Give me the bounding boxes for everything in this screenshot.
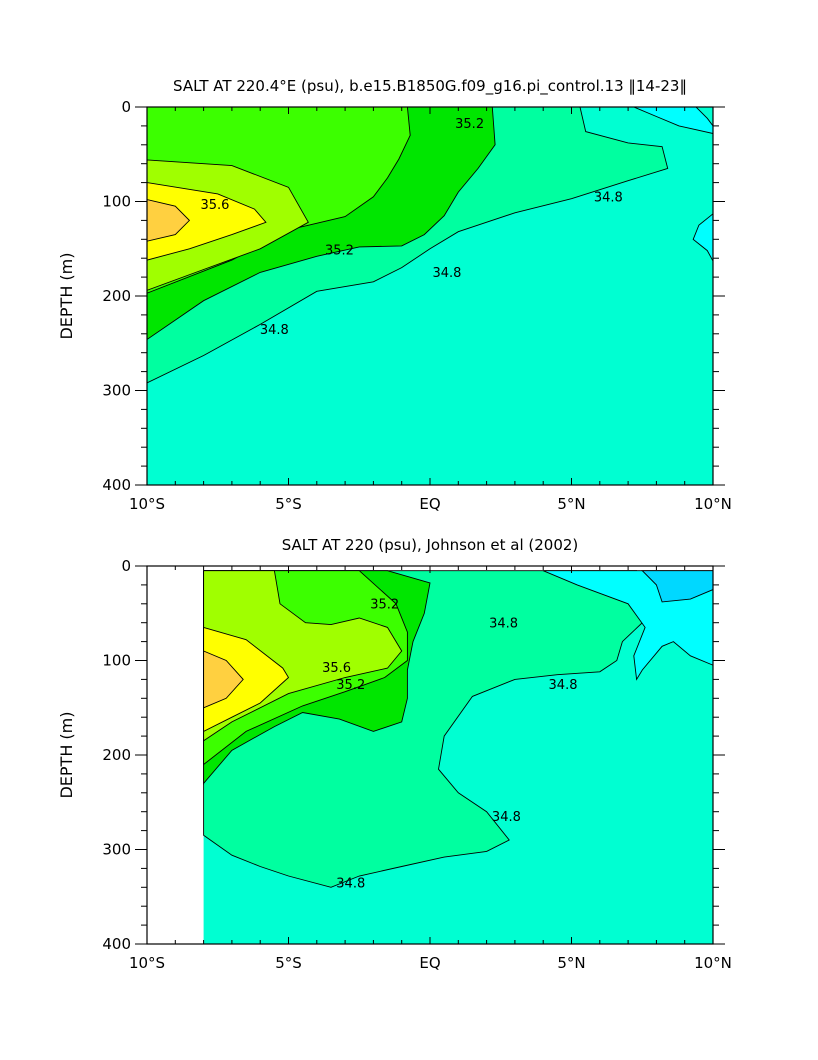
x-tick-label: 5°S bbox=[275, 495, 302, 513]
chart-title: SALT AT 220.4°E (psu), b.e15.B1850G.f09_… bbox=[173, 77, 687, 96]
y-tick-label: 200 bbox=[102, 746, 131, 764]
contour-label: 34.8 bbox=[433, 266, 462, 281]
contour-fills bbox=[203, 570, 713, 944]
y-tick-label: 400 bbox=[102, 935, 131, 953]
contour-label: 35.2 bbox=[336, 678, 365, 693]
x-axis: 10°S 5°S EQ 5°N 10°N bbox=[129, 107, 732, 513]
y-tick-label: 100 bbox=[102, 193, 131, 211]
contour-label: 35.2 bbox=[325, 243, 354, 258]
contour-label: 34.8 bbox=[594, 191, 623, 206]
chart-title: SALT AT 220 (psu), Johnson et al (2002) bbox=[282, 536, 579, 554]
panel-2: 35.2 35.6 35.2 34.8 34.8 34.8 34.8 10°S 5°S EQ 5°N… bbox=[57, 536, 732, 972]
y-axis: 0 100 200 300 400 bbox=[102, 98, 725, 494]
contour-region-34.6 bbox=[633, 107, 713, 134]
y-axis-title: DEPTH (m) bbox=[57, 711, 76, 798]
y-tick-label: 0 bbox=[121, 557, 131, 575]
x-tick-label: 5°N bbox=[557, 954, 585, 972]
contour-region-34.4 bbox=[641, 570, 713, 603]
y-tick-label: 300 bbox=[102, 841, 131, 859]
panel-1: 35.6 35.2 35.2 34.8 34.8 34.8 10°S 5°S EQ 5°N 10°N… bbox=[57, 77, 732, 513]
y-axis: 0 100 200 300 400 bbox=[102, 557, 725, 953]
contour-label: 34.8 bbox=[489, 616, 518, 631]
x-tick-label: EQ bbox=[419, 495, 440, 513]
y-tick-label: 300 bbox=[102, 382, 131, 400]
y-tick-label: 0 bbox=[121, 98, 131, 116]
x-tick-label: 10°N bbox=[694, 954, 732, 972]
contour-label: 34.8 bbox=[492, 810, 521, 825]
contour-label: 34.8 bbox=[336, 876, 365, 891]
x-tick-label: 5°N bbox=[557, 495, 585, 513]
y-tick-label: 100 bbox=[102, 652, 131, 670]
contour-region-35.8 bbox=[147, 182, 267, 261]
contour-region-36.0 bbox=[203, 650, 244, 709]
x-tick-label: 5°S bbox=[275, 954, 302, 972]
contour-region-35.8 bbox=[203, 626, 290, 733]
contour-label: 35.6 bbox=[322, 661, 351, 676]
contour-label: 34.8 bbox=[549, 678, 578, 693]
x-tick-label: 10°N bbox=[694, 495, 732, 513]
x-tick-label: 10°S bbox=[129, 954, 165, 972]
contour-label: 35.2 bbox=[370, 598, 399, 613]
contour-fills bbox=[147, 107, 713, 485]
contour-label: 35.2 bbox=[455, 117, 484, 132]
y-tick-label: 400 bbox=[102, 476, 131, 494]
contour-region-34.6 bbox=[692, 213, 713, 262]
contour-label: 35.6 bbox=[200, 198, 229, 213]
x-tick-label: 10°S bbox=[129, 495, 165, 513]
y-tick-label: 200 bbox=[102, 287, 131, 305]
contour-region-36.0 bbox=[147, 199, 191, 242]
x-axis: 10°S 5°S EQ 5°N 10°N bbox=[129, 566, 732, 972]
y-axis-title: DEPTH (m) bbox=[57, 252, 76, 339]
contour-label: 34.8 bbox=[260, 323, 289, 338]
contour-region-34.4 bbox=[695, 107, 713, 127]
x-tick-label: EQ bbox=[419, 954, 440, 972]
